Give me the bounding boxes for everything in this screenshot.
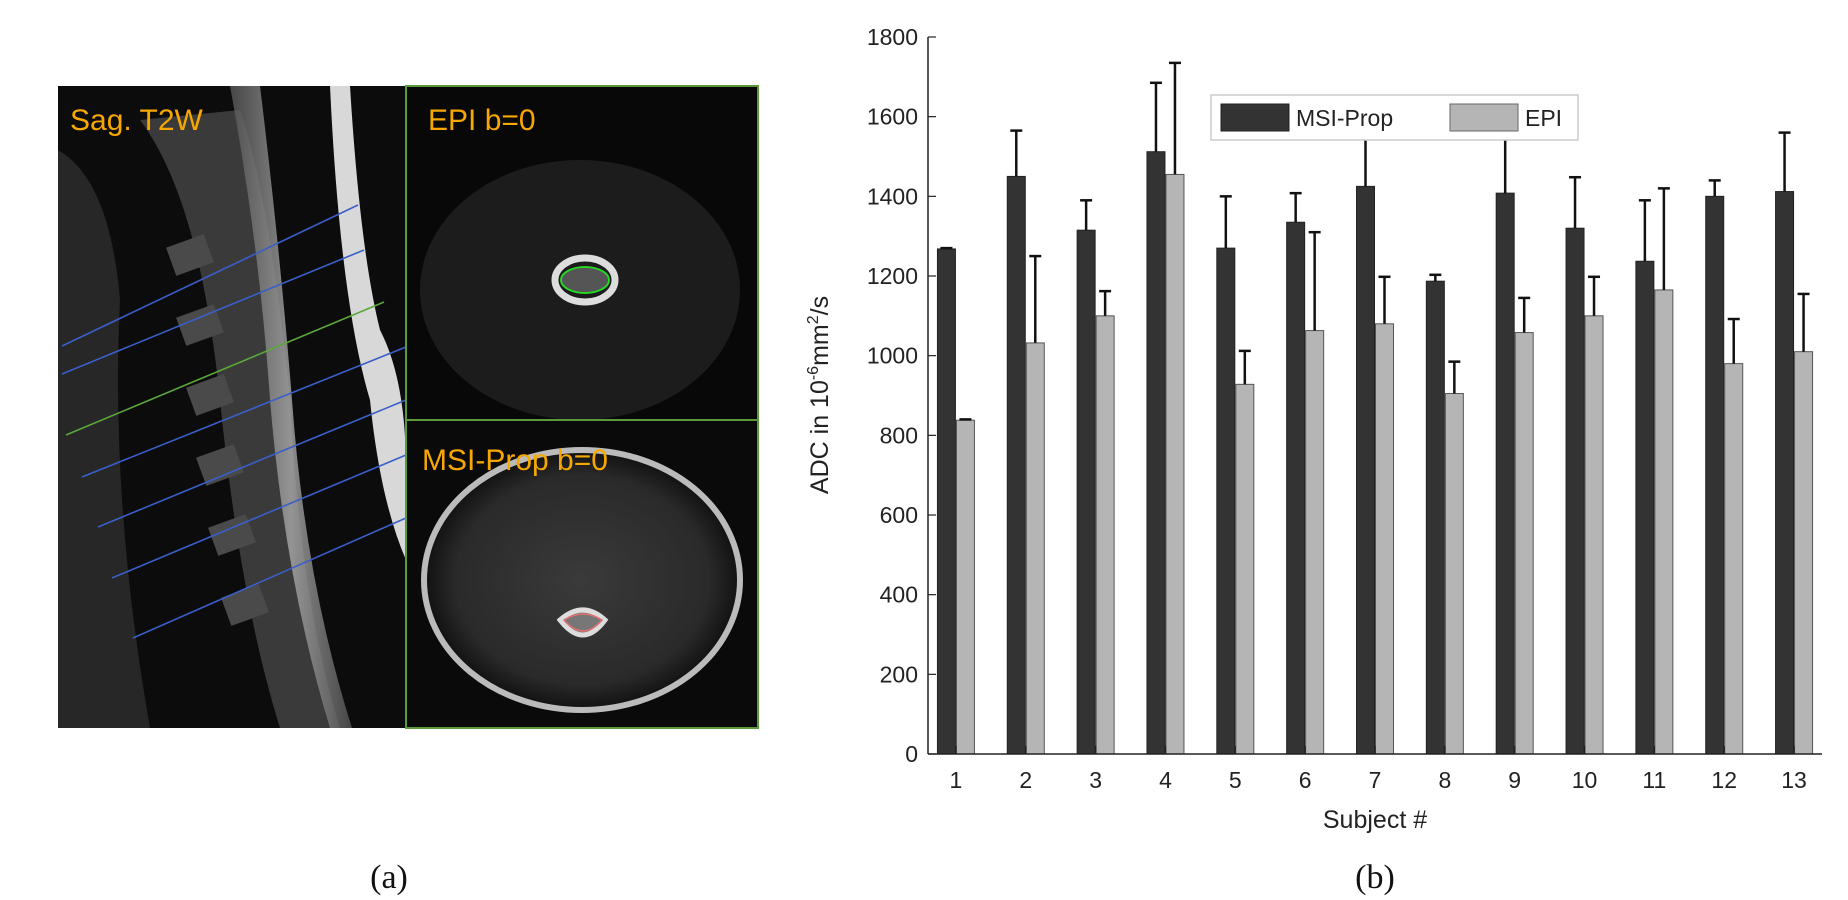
- msi-prop-image: MSI-Prop b=0: [406, 420, 758, 728]
- x-tick-label: 9: [1508, 767, 1521, 793]
- bar-epi-7: [1375, 323, 1394, 755]
- y-tick-label: 1000: [867, 343, 918, 369]
- epi-image: EPI b=0: [406, 86, 758, 420]
- bar-msi-prop-11: [1635, 260, 1655, 755]
- x-tick-label: 7: [1369, 767, 1382, 793]
- slice-line: [132, 517, 407, 639]
- x-tick-label: 2: [1019, 767, 1032, 793]
- bar-msi-prop-4: [1146, 151, 1166, 755]
- bar-epi-10: [1584, 315, 1604, 755]
- legend-swatch-epi: [1449, 103, 1519, 132]
- bar-epi-8: [1444, 393, 1464, 755]
- bar-msi-prop-6: [1286, 221, 1306, 755]
- bar-epi-3: [1095, 315, 1115, 755]
- selected-slice-line: [65, 301, 385, 436]
- x-tick-label: 11: [1642, 767, 1666, 793]
- caption-a: (a): [370, 859, 408, 896]
- y-tick-label: 200: [880, 661, 918, 687]
- bar-epi-4: [1165, 173, 1185, 755]
- bar-epi-12: [1724, 363, 1744, 755]
- bar-epi-5: [1235, 383, 1255, 755]
- bar-epi-11: [1654, 289, 1674, 755]
- msi-roi-outline: [562, 613, 604, 632]
- epi-label: EPI b=0: [428, 104, 536, 137]
- bar-msi-prop-1: [936, 248, 956, 755]
- bar-msi-prop-5: [1216, 247, 1236, 755]
- figure-a: Sag. T2W EPI b=0 MSI-Prop b=0 (a): [58, 85, 759, 896]
- legend-label-epi: EPI: [1525, 105, 1562, 131]
- y-tick-label: 600: [880, 502, 918, 528]
- bar-msi-prop-12: [1705, 195, 1725, 755]
- x-tick-label: 4: [1159, 767, 1172, 793]
- x-tick-label: 5: [1229, 767, 1242, 793]
- bar-epi-2: [1025, 342, 1045, 755]
- y-tick-label: 800: [880, 422, 918, 448]
- x-tick-label: 3: [1089, 767, 1102, 793]
- sagittal-image: Sag. T2W: [58, 86, 407, 728]
- slice-line: [111, 454, 407, 579]
- caption-b: (b): [1355, 859, 1395, 896]
- bar-epi-13: [1794, 351, 1814, 755]
- bar-msi-prop-2: [1006, 175, 1026, 755]
- bar-msi-prop-9: [1495, 192, 1515, 755]
- y-tick-label: 1600: [867, 104, 918, 130]
- x-tick-label: 1: [950, 767, 963, 793]
- slice-line: [61, 249, 365, 375]
- bar-msi-prop-7: [1356, 185, 1375, 755]
- slice-line: [97, 399, 407, 528]
- bar-msi-prop-13: [1775, 191, 1795, 755]
- x-tick-label: 10: [1572, 767, 1598, 793]
- x-tick-label: 8: [1438, 767, 1451, 793]
- y-tick-label: 400: [880, 582, 918, 608]
- y-tick-label: 0: [905, 741, 918, 767]
- bar-epi-6: [1305, 330, 1325, 755]
- bar-epi-1: [955, 419, 975, 755]
- x-tick-label: 13: [1781, 767, 1807, 793]
- y-tick-label: 1800: [867, 24, 918, 50]
- bar-msi-prop-8: [1425, 280, 1445, 755]
- slice-line: [61, 204, 359, 347]
- msi-label: MSI-Prop b=0: [422, 444, 608, 477]
- sagittal-label: Sag. T2W: [70, 104, 204, 137]
- y-tick-label: 1400: [867, 183, 918, 209]
- bar-msi-prop-3: [1076, 229, 1096, 755]
- slice-line: [81, 346, 407, 478]
- legend-swatch-msi-prop: [1220, 103, 1290, 132]
- epi-roi-outline: [560, 266, 610, 294]
- legend-label-msi-prop: MSI-Prop: [1296, 105, 1393, 131]
- x-tick-label: 6: [1299, 767, 1312, 793]
- y-axis-label: ADC in 10-6mm2/s: [805, 296, 834, 494]
- legend: MSI-Prop EPI: [1210, 94, 1579, 141]
- x-axis-label: Subject #: [1323, 806, 1427, 834]
- msi-panel-border: [405, 419, 759, 729]
- y-tick-label: 1200: [867, 263, 918, 289]
- bar-epi-9: [1514, 332, 1534, 755]
- bar-msi-prop-10: [1565, 227, 1585, 755]
- x-tick-label: 12: [1711, 767, 1737, 793]
